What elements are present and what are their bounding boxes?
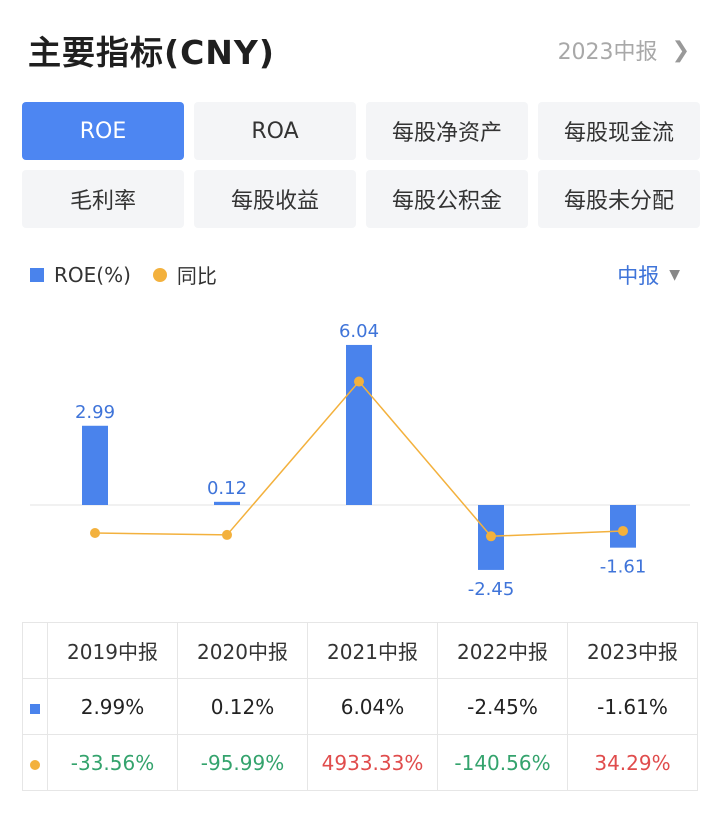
yoy-point-group [90,376,628,542]
legend-yoy-label: 同比 [176,264,217,288]
roe-cell: 2.99% [47,678,178,735]
yoy-point [90,528,100,539]
yoy-cell: 4933.33% [307,734,438,791]
period-dropdown[interactable]: 中报 ▼ [617,260,680,290]
chevron-right-icon: ❯ [671,37,690,63]
bar-value-label: -1.61 [600,557,647,578]
bar-value-label: -2.45 [468,579,515,600]
bar-label-group: 2.99 0.12 6.04 -2.45 -1.61 [75,321,646,600]
bar-value-label: 0.12 [207,478,247,499]
data-table: 2019中报 2020中报 2021中报 2022中报 2023中报 2.99%… [22,622,698,791]
table-header-row: 2019中报 2020中报 2021中报 2022中报 2023中报 [22,622,698,679]
column-header: 2023中报 [567,622,698,679]
period-dropdown-label: 中报 [617,264,660,288]
tab-eps[interactable]: 每股收益 [194,170,356,228]
roe-cell: -2.45% [437,678,568,735]
roe-bar [346,344,372,505]
dot-marker-icon [30,759,40,770]
yoy-cell: -140.56% [437,734,568,791]
tab-cash-flow-per-share[interactable]: 每股现金流 [538,102,700,160]
roe-cell: 6.04% [307,678,438,735]
yoy-marker-cell [22,734,48,791]
table-row-roe: 2.99% 0.12% 6.04% -2.45% -1.61% [22,678,698,735]
tab-gross-margin[interactable]: 毛利率 [22,170,184,228]
yoy-cell: -33.56% [47,734,178,791]
roe-cell: 0.12% [177,678,308,735]
column-header: 2020中报 [177,622,308,679]
bar-value-label: 2.99 [75,402,115,423]
roe-bar [82,425,108,505]
report-period-link[interactable]: 2023中报 ❯ [558,34,690,66]
tab-net-assets-per-share[interactable]: 每股净资产 [366,102,528,160]
bar-series [82,344,636,570]
column-header: 2019中报 [47,622,178,679]
metric-tabs: ROE ROA 每股净资产 每股现金流 毛利率 每股收益 每股公积金 每股未分配 [22,102,700,228]
bar-value-label: 6.04 [339,321,379,342]
legend-bar-marker [30,267,44,282]
yoy-point [354,376,364,387]
tab-roa[interactable]: ROA [194,102,356,160]
roe-marker-cell [22,678,48,735]
column-header: 2021中报 [307,622,438,679]
roe-bar [214,501,240,505]
tab-undistributed-profit-per-share[interactable]: 每股未分配 [538,170,700,228]
yoy-point [222,529,232,540]
header: 主要指标(CNY) 2023中报 ❯ [28,26,690,72]
yoy-cell: 34.29% [567,734,698,791]
bar-marker-icon [30,703,40,714]
roe-chart: 2.99 0.12 6.04 -2.45 -1.61 [30,321,690,600]
tab-roe[interactable]: ROE [22,102,184,160]
page-title: 主要指标(CNY) [28,33,275,72]
legend-roe-label: ROE(%) [54,262,131,287]
table-row-yoy: -33.56% -95.99% 4933.33% -140.56% 34.29% [22,734,698,791]
report-period-label: 2023中报 [557,40,658,65]
chart-legend: ROE(%) 同比 [30,260,217,289]
header-marker-cell [22,622,48,679]
tab-capital-reserve-per-share[interactable]: 每股公积金 [366,170,528,228]
yoy-cell: -95.99% [177,734,308,791]
legend-line-marker [152,267,167,282]
roe-cell: -1.61% [567,678,698,735]
yoy-point [486,531,496,542]
yoy-point [618,525,628,536]
caret-down-icon: ▼ [669,267,680,283]
column-header: 2022中报 [437,622,568,679]
